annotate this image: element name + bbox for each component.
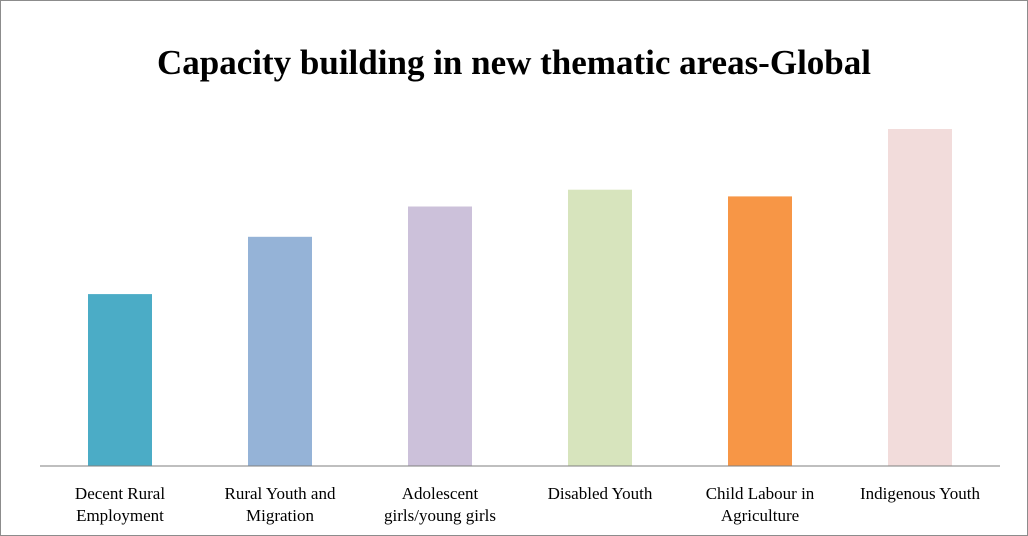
bar-2 bbox=[408, 206, 472, 466]
x-tick-label-line: Decent Rural bbox=[75, 484, 165, 503]
x-tick-label-line: Employment bbox=[76, 506, 164, 525]
x-tick-label-2: Adolescent girls/young girls bbox=[384, 484, 496, 525]
bars-group bbox=[88, 129, 952, 466]
x-tick-label-line: Child Labour in bbox=[706, 484, 815, 503]
bar-4 bbox=[728, 196, 792, 466]
x-tick-label-5: Indigenous Youth bbox=[860, 484, 980, 503]
bar-3 bbox=[568, 189, 632, 466]
x-tick-label-line: Adolescent bbox=[402, 484, 479, 503]
x-tick-label-4: Child Labour in Agriculture bbox=[706, 484, 815, 525]
x-tick-label-1: Rural Youth and Migration bbox=[225, 484, 336, 525]
x-tick-label-line: Rural Youth and bbox=[225, 484, 336, 503]
x-tick-label-line: girls/young girls bbox=[384, 506, 496, 525]
x-tick-label-0: Decent Rural Employment bbox=[75, 484, 165, 525]
bar-5 bbox=[888, 129, 952, 466]
bar-1 bbox=[248, 236, 312, 466]
chart-title: Capacity building in new thematic areas-… bbox=[157, 43, 871, 82]
bar-0 bbox=[88, 294, 152, 466]
x-tick-label-line: Agriculture bbox=[721, 506, 799, 525]
x-tick-label-line: Indigenous Youth bbox=[860, 484, 980, 503]
x-tick-label-3: Disabled Youth bbox=[548, 484, 653, 503]
x-tick-label-line: Disabled Youth bbox=[548, 484, 653, 503]
category-labels-group: Decent Rural Employment Rural Youth and Mig… bbox=[75, 484, 981, 525]
x-tick-label-line: Migration bbox=[246, 506, 314, 525]
